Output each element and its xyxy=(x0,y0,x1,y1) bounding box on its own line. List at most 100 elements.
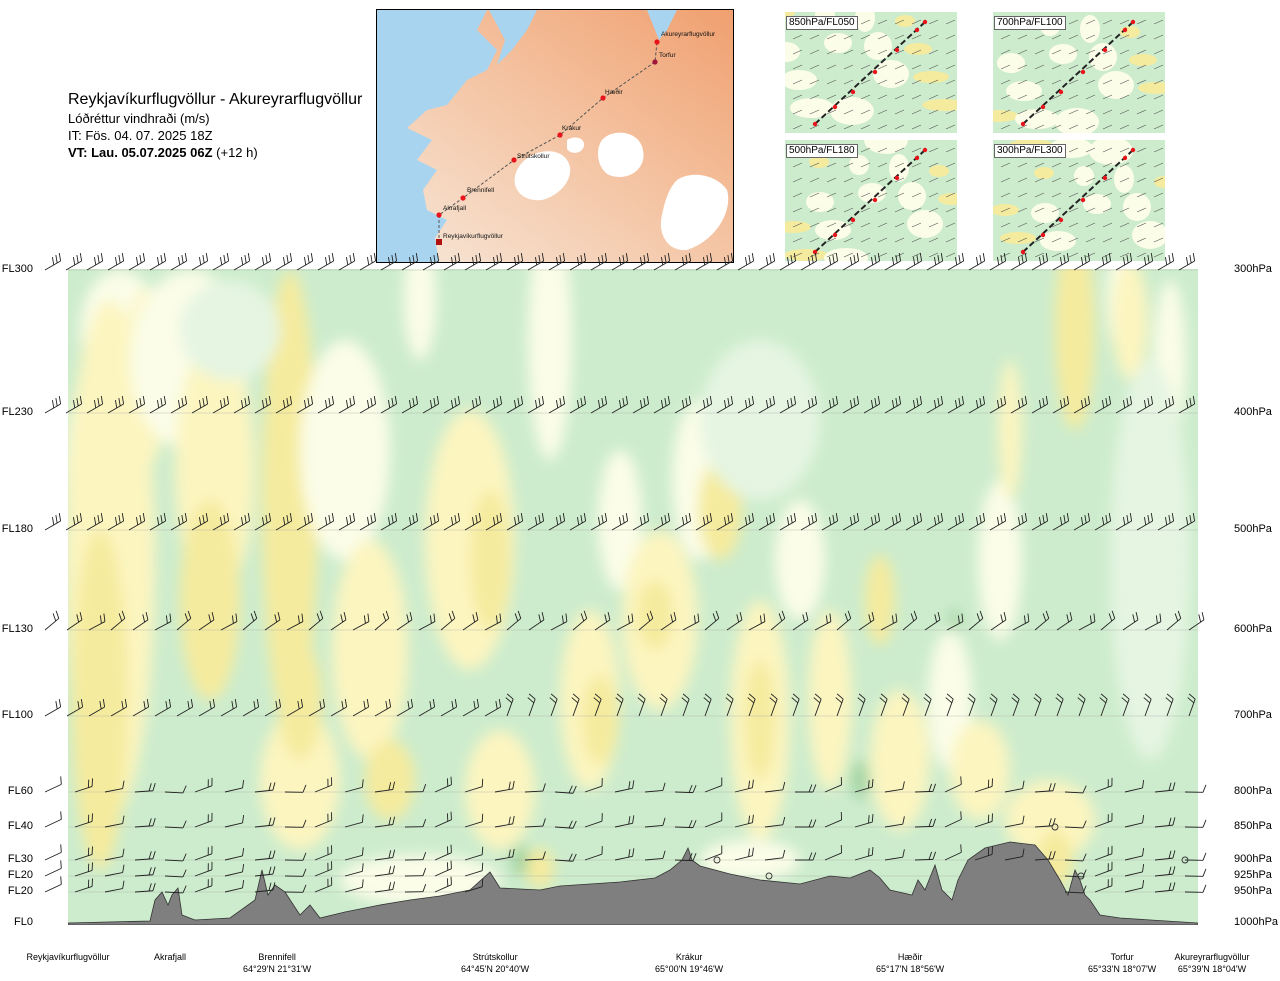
mini-barb xyxy=(860,252,871,258)
level-label-fl: FL130 xyxy=(1,623,33,635)
mini-barb xyxy=(1068,207,1079,213)
mini-barb xyxy=(1153,207,1164,213)
barb-900-17 xyxy=(554,853,577,862)
barb-600-42 xyxy=(968,610,984,631)
mini-barb xyxy=(1119,207,1130,213)
barb-850-3 xyxy=(134,817,156,828)
mini-patch xyxy=(1000,232,1036,244)
mini-barb xyxy=(1068,94,1079,100)
mini-route-point xyxy=(1102,47,1108,53)
mini-barb xyxy=(826,177,837,183)
mini-barb xyxy=(1085,109,1096,115)
mini-barb xyxy=(877,207,888,213)
mini-barb xyxy=(928,94,939,100)
w-field-ascent-23 xyxy=(637,580,673,650)
mini-barb xyxy=(1051,79,1062,85)
mini-barb xyxy=(792,192,803,198)
level-label-hpa: 500hPa xyxy=(1234,523,1272,535)
mini-barb xyxy=(1051,222,1062,228)
barb-600-3 xyxy=(110,610,126,631)
barb-700-44 xyxy=(1011,693,1020,717)
map-label-torfur: Torfur xyxy=(659,52,676,59)
mini-barb xyxy=(860,207,871,213)
barb-600-9 xyxy=(242,610,258,631)
w-field-weak_descent-48 xyxy=(180,280,280,380)
mini-route-point xyxy=(850,217,856,223)
barb-600-41 xyxy=(946,613,964,631)
mini-barb xyxy=(792,79,803,85)
barb-400-17 xyxy=(401,396,419,414)
mini-barb xyxy=(1153,252,1164,258)
mini-barb xyxy=(826,79,837,85)
barb-600-30 xyxy=(704,610,720,631)
mini-patch xyxy=(785,249,828,261)
barb-850-18 xyxy=(584,813,603,828)
level-label-hpa: 950hPa xyxy=(1234,885,1272,897)
w-field-weak_ascent-26 xyxy=(730,600,790,840)
barb-950-4 xyxy=(164,885,187,894)
barb-600-40 xyxy=(924,612,941,631)
barb-600-12 xyxy=(308,610,324,631)
w-field-weak_ascent-31 xyxy=(870,690,930,830)
mini-barb xyxy=(1153,34,1164,40)
level-label-hpa: 900hPa xyxy=(1234,853,1272,865)
barb-500-39 xyxy=(863,513,881,531)
barb-400-48 xyxy=(1052,396,1070,414)
barb-700-18 xyxy=(440,699,458,717)
mini-barb xyxy=(1102,64,1113,70)
mini-barb xyxy=(1068,222,1079,228)
barb-800-8 xyxy=(284,784,307,793)
barb-800-21 xyxy=(674,784,697,794)
barb-925-11 xyxy=(374,865,396,877)
barb-800-38 xyxy=(1184,784,1207,793)
barb-400-20 xyxy=(464,396,482,414)
mini-route-point xyxy=(914,155,920,161)
w-field-ascent-25 xyxy=(698,460,742,560)
mini-patch xyxy=(1132,221,1165,249)
w-field-weak_descent-46 xyxy=(1110,360,1190,760)
mini-barb xyxy=(1119,252,1130,258)
barb-950-37 xyxy=(1154,882,1176,893)
barb-900-15 xyxy=(494,848,515,861)
mini-barb xyxy=(1017,124,1028,130)
barb-300-34 xyxy=(758,253,776,271)
mini-barb xyxy=(928,162,939,168)
map-label-akureyri: Akureyrarflugvöllur xyxy=(661,31,716,38)
w-field-weak_ascent-15 xyxy=(425,410,515,670)
mini-map-850: 850hPa/FL050 xyxy=(785,12,957,133)
mini-barb xyxy=(843,252,854,258)
w-field-near_zero-49 xyxy=(340,855,500,905)
mini-barb xyxy=(826,222,837,228)
mini-barb xyxy=(1017,207,1028,213)
barb-600-34 xyxy=(792,612,809,631)
calm-circle-3 xyxy=(1077,872,1085,880)
mini-route-point xyxy=(832,232,838,238)
mini-barb xyxy=(860,34,871,40)
mini-barb xyxy=(1153,192,1164,198)
mini-route-point xyxy=(1080,69,1086,75)
barb-900-19 xyxy=(614,848,635,861)
mini-barb xyxy=(894,192,905,198)
mini-patch xyxy=(938,193,957,205)
mini-barb xyxy=(1068,162,1079,168)
barb-400-19 xyxy=(443,396,461,414)
mini-barb xyxy=(1102,124,1113,130)
w-field-ascent-41 xyxy=(1037,830,1073,890)
barb-850-21 xyxy=(674,819,697,829)
mini-patch xyxy=(1089,43,1117,71)
barb-600-33 xyxy=(770,610,786,631)
barb-500-15 xyxy=(359,513,377,531)
barb-900-0 xyxy=(44,844,62,861)
route-map-svg: Akureyrarflugvöllur Torfur Hæðir Krákur … xyxy=(377,10,733,262)
barb-400-26 xyxy=(590,396,608,414)
barb-600-29 xyxy=(682,613,700,631)
calm-wind-circles xyxy=(713,823,1189,880)
map-label-reykjavik: Reykjavíkurflugvöllur xyxy=(443,233,504,240)
barb-800-26 xyxy=(824,776,843,793)
mini-route-point xyxy=(812,249,818,255)
barb-700-24 xyxy=(571,693,580,717)
mini-barb xyxy=(1000,162,1011,168)
mini-patch xyxy=(785,42,800,62)
barb-850-38 xyxy=(1184,819,1207,828)
mini-patch xyxy=(898,182,926,210)
